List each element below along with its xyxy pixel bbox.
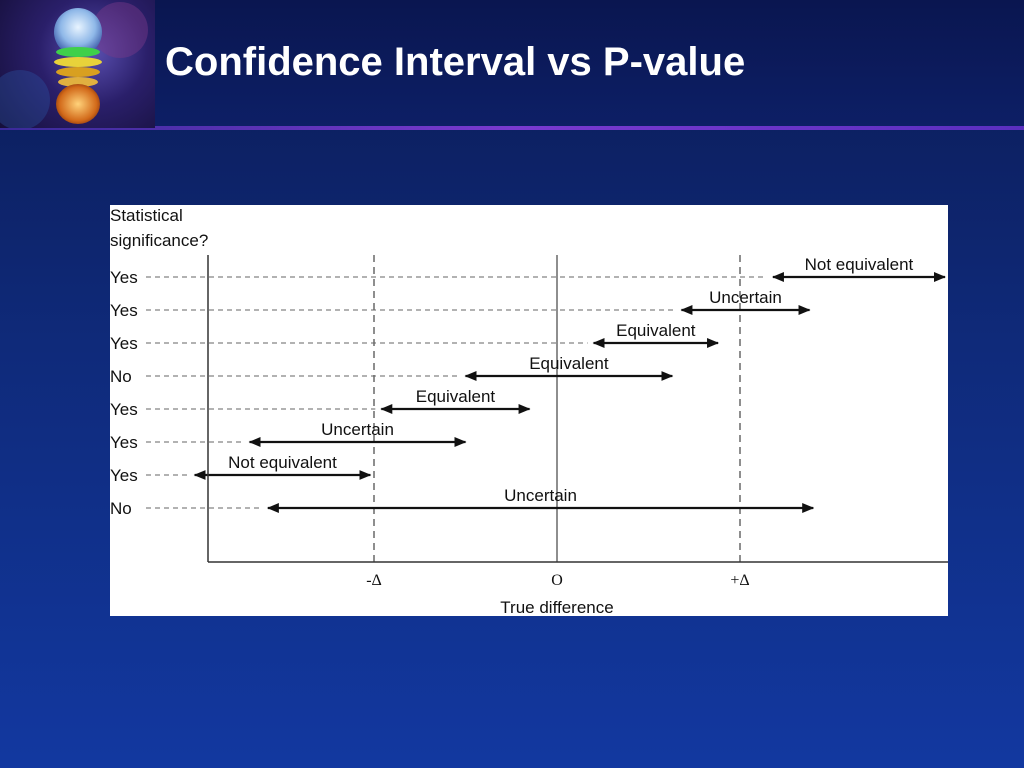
interval-label: Equivalent [529, 354, 609, 373]
x-tick-label-1: -Δ [366, 572, 382, 589]
interval-label: Uncertain [504, 486, 577, 505]
interval-row-3: Yes Equivalent [110, 321, 720, 353]
significance-label: Yes [110, 466, 138, 485]
interval-label: Equivalent [616, 321, 696, 340]
x-tick-label-2: O [551, 572, 563, 589]
lightbulb-logo-icon [0, 2, 148, 130]
interval-row-7: Yes Not equivalent [110, 453, 372, 485]
significance-label: Yes [110, 400, 138, 419]
lightbulb-logo [0, 0, 155, 130]
y-heading-line2: significance? [110, 231, 208, 250]
x-tick-label-3: +Δ [730, 572, 749, 589]
significance-label: Yes [110, 433, 138, 452]
slide-header [0, 0, 1024, 128]
significance-label: Yes [110, 334, 138, 353]
interval-rows: Yes Not equivalent Yes Uncertain Yes Equivale… [110, 255, 946, 518]
significance-label: No [110, 499, 132, 518]
interval-label: Equivalent [416, 387, 496, 406]
interval-row-6: Yes Uncertain [110, 420, 467, 452]
slide-title: Confidence Interval vs P-value [165, 40, 746, 84]
y-heading-line1: Statistical [110, 206, 183, 225]
significance-label: Yes [110, 301, 138, 320]
significance-label: No [110, 367, 132, 386]
significance-label: Yes [110, 268, 138, 287]
interval-label: Not equivalent [228, 453, 337, 472]
interval-label: Uncertain [321, 420, 394, 439]
interval-label: Uncertain [709, 288, 782, 307]
x-axis-label: True difference [500, 598, 613, 616]
interval-label: Not equivalent [805, 255, 914, 274]
interval-row-4: No Equivalent [110, 354, 674, 386]
interval-row-1: Yes Not equivalent [110, 255, 946, 287]
ci-pvalue-diagram: Statistical significance? Yes Not equival… [110, 205, 948, 616]
x-ticks: -Δ O +Δ [366, 572, 749, 589]
diagram-canvas: Statistical significance? Yes Not equival… [110, 206, 948, 616]
header-divider [0, 126, 1024, 130]
interval-row-2: Yes Uncertain [110, 288, 811, 320]
interval-row-5: Yes Equivalent [110, 387, 531, 419]
interval-row-8: No Uncertain [110, 486, 815, 518]
